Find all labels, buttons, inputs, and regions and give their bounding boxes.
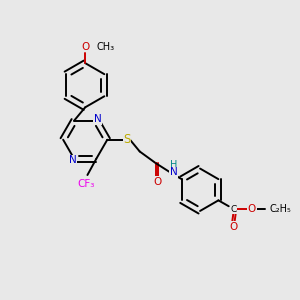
Text: O: O bbox=[81, 42, 89, 52]
Text: S: S bbox=[123, 133, 131, 146]
Text: N: N bbox=[94, 114, 102, 124]
Text: C₂H₅: C₂H₅ bbox=[269, 204, 291, 214]
Text: N: N bbox=[170, 167, 177, 177]
Text: CH₃: CH₃ bbox=[96, 42, 115, 52]
Text: CF₃: CF₃ bbox=[77, 179, 94, 189]
Text: C: C bbox=[231, 205, 237, 214]
Text: O: O bbox=[153, 176, 161, 187]
Text: N: N bbox=[69, 155, 76, 165]
Text: O: O bbox=[229, 222, 238, 232]
Text: O: O bbox=[248, 204, 256, 214]
Text: H: H bbox=[170, 160, 177, 170]
